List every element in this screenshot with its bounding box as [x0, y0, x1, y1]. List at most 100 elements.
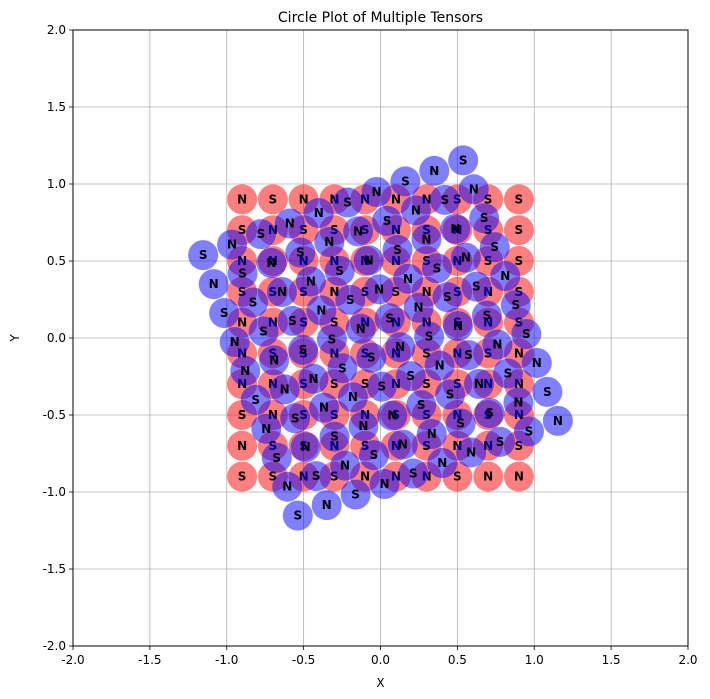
point-label: S: [472, 280, 481, 294]
data-point: [285, 237, 316, 268]
point-label: S: [299, 223, 308, 237]
point-label: S: [269, 470, 278, 484]
data-point: [474, 397, 505, 428]
point-label: N: [513, 395, 523, 409]
x-tick-label: 0.5: [448, 653, 467, 667]
y-tick-label: -1.5: [43, 562, 66, 576]
point-label: S: [238, 267, 247, 281]
point-label: N: [474, 377, 484, 391]
data-point: [335, 284, 366, 315]
point-label: S: [238, 408, 247, 422]
point-label: N: [301, 440, 311, 454]
point-label: N: [374, 282, 384, 296]
point-label: N: [261, 422, 271, 436]
data-point: [532, 376, 563, 407]
data-point: [257, 184, 288, 215]
point-label: S: [370, 448, 379, 462]
data-point: [290, 432, 321, 463]
data-point: [432, 282, 463, 313]
data-point: [332, 187, 363, 218]
point-label: S: [446, 388, 455, 402]
data-points: NSNNNNNSSSSNSSSNSNSSNNNNNNSNSSSSSNSSNSNS…: [188, 145, 573, 531]
point-label: N: [553, 414, 563, 428]
point-label: S: [522, 327, 531, 341]
point-label: S: [484, 192, 493, 206]
data-point: [411, 224, 442, 255]
point-label: S: [515, 223, 524, 237]
point-label: N: [237, 192, 247, 206]
data-point: [311, 490, 342, 521]
point-label: S: [335, 264, 344, 278]
data-point: [298, 363, 329, 394]
x-tick-label: -2.0: [61, 653, 84, 667]
data-point: [521, 347, 552, 378]
point-label: S: [238, 285, 247, 299]
data-point: [314, 226, 345, 257]
data-point: [406, 390, 437, 421]
data-point: [301, 461, 332, 492]
point-label: N: [452, 439, 462, 453]
point-label: S: [346, 293, 355, 307]
point-label: N: [348, 390, 358, 404]
point-label: N: [429, 164, 439, 178]
data-point: [398, 458, 429, 489]
point-label: N: [435, 359, 445, 373]
axis-ticks: -2.0 -1.5 -1.0 -0.5 0.0 0.5 1.0 1.5 2.0 -2.0 -1.5 -…: [43, 23, 698, 667]
data-point: [464, 369, 495, 400]
point-label: S: [385, 311, 394, 325]
x-tick-label: 0.0: [371, 653, 390, 667]
point-label: S: [220, 306, 229, 320]
data-point: [416, 419, 447, 450]
y-tick-label: 0.0: [47, 331, 66, 345]
point-label: S: [485, 406, 494, 420]
point-label: S: [330, 377, 339, 391]
point-label: S: [422, 346, 431, 360]
data-point: [324, 255, 355, 286]
point-label: N: [398, 438, 408, 452]
data-point: [469, 203, 500, 234]
point-label: N: [379, 477, 389, 491]
point-label: S: [312, 469, 321, 483]
point-label: S: [401, 174, 410, 188]
point-label: S: [515, 192, 524, 206]
point-label: N: [483, 470, 493, 484]
point-label: S: [464, 348, 473, 362]
point-label: S: [288, 314, 297, 328]
point-label: N: [532, 356, 542, 370]
point-label: N: [299, 192, 309, 206]
data-point: [503, 184, 534, 215]
data-point: [230, 355, 261, 386]
x-tick-label: 1.5: [602, 653, 621, 667]
point-label: S: [490, 240, 499, 254]
point-label: N: [227, 238, 237, 252]
point-label: N: [469, 182, 479, 196]
point-label: S: [409, 467, 418, 481]
data-point: [364, 274, 395, 305]
y-tick-label: -2.0: [43, 639, 66, 653]
data-point: [240, 384, 271, 415]
data-point: [295, 266, 326, 297]
chart-title: Circle Plot of Multiple Tensors: [278, 10, 483, 26]
point-label: N: [360, 470, 370, 484]
point-label: S: [330, 470, 339, 484]
point-label: N: [266, 256, 276, 270]
point-label: N: [308, 372, 318, 386]
point-label: S: [393, 243, 402, 257]
point-label: N: [306, 274, 316, 288]
point-label: N: [453, 319, 463, 333]
data-point: [330, 450, 361, 481]
x-axis-label: X: [376, 676, 384, 690]
data-point: [427, 447, 458, 478]
data-point: [238, 287, 269, 318]
data-point: [542, 405, 573, 436]
data-point: [227, 430, 258, 461]
point-label: N: [314, 206, 324, 220]
data-point: [414, 321, 445, 352]
y-axis-label: Y: [8, 334, 22, 343]
point-label: N: [492, 338, 502, 352]
point-label: S: [417, 398, 426, 412]
point-label: S: [406, 369, 415, 383]
data-point: [353, 245, 384, 276]
point-label: N: [269, 353, 279, 367]
data-point: [485, 426, 516, 457]
